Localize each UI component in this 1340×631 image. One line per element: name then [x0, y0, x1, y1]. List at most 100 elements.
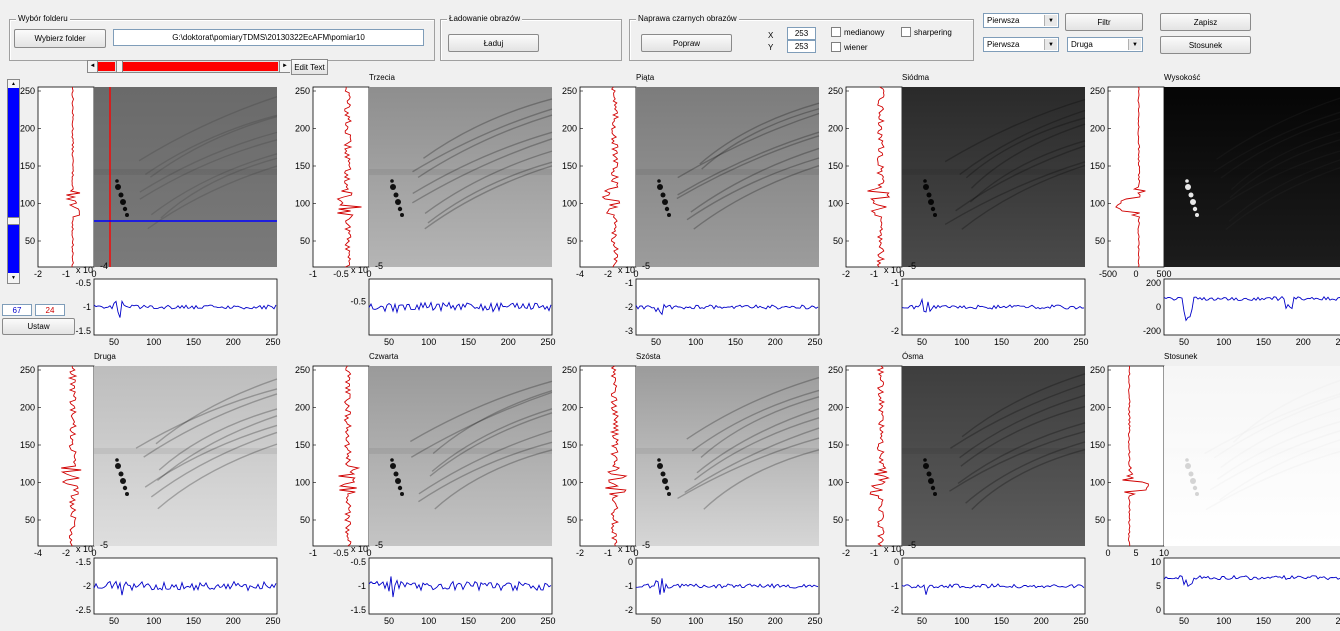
exponent-label: x 10 [618, 544, 635, 554]
x-value-field[interactable]: 253 [787, 27, 816, 40]
ratio-button[interactable]: Stosunek [1160, 36, 1251, 54]
chevron-down-icon[interactable]: ▼ [1044, 15, 1057, 26]
y-tick-label: -1 [358, 581, 366, 591]
slider-track-right[interactable] [123, 62, 278, 71]
x-tick-label: 250 [1073, 616, 1088, 626]
scan-band [369, 448, 552, 454]
scratch-line [960, 405, 1086, 467]
scratch-line [690, 147, 820, 213]
x-tick-label: 150 [186, 337, 201, 347]
defect-spot [1195, 213, 1199, 217]
y-tick-label: 50 [25, 515, 35, 525]
y-tick-label: 150 [20, 161, 35, 171]
y-tick-label: 10 [1151, 557, 1161, 567]
defect-spot [662, 478, 668, 484]
set-button[interactable]: Ustaw [2, 318, 75, 335]
defect-spot [657, 463, 663, 469]
y-value-field[interactable]: 253 [787, 40, 816, 53]
y-tick-label: 100 [1090, 478, 1105, 488]
repair-group: Naprawa czarnych obrazów [629, 14, 974, 61]
chevron-down-icon[interactable]: ▼ [1044, 39, 1057, 50]
x-tick-label: 5 [1133, 548, 1138, 558]
panel-title: Piąta [636, 73, 655, 82]
afm-image [636, 366, 820, 546]
coord-x-field[interactable]: 67 [2, 304, 32, 316]
vertical-slider-down-arrow[interactable]: ▼ [8, 273, 19, 283]
panel-title: Szósta [636, 352, 661, 361]
save-button[interactable]: Zapisz [1160, 13, 1251, 31]
wiener-checkbox[interactable]: wiener [831, 42, 868, 52]
exponent-label: x 10 [618, 265, 635, 275]
defect-spot [928, 478, 934, 484]
wiener-checkbox-box[interactable] [831, 42, 841, 52]
y-tick-label: 200 [1090, 124, 1105, 134]
defect-spot [393, 471, 399, 477]
folder-path-field[interactable]: G:\doktorat\pomiaryTDMS\20130322EcAFM\po… [113, 29, 424, 46]
defect-spot [120, 478, 126, 484]
scratch-line [412, 138, 553, 204]
defect-spot [1190, 199, 1196, 205]
scratch-line [1213, 111, 1340, 173]
denominator-select[interactable]: Druga ▼ [1067, 37, 1143, 52]
coord-y-field[interactable]: 24 [35, 304, 65, 316]
side-plot-frame [579, 86, 637, 268]
slider-right-arrow[interactable]: ► [279, 61, 290, 72]
horizontal-slider[interactable]: ◄ ► [87, 60, 290, 73]
first-image-select[interactable]: Pierwsza ▼ [983, 13, 1059, 28]
y-tick-label: 100 [295, 478, 310, 488]
y-tick-label: 5 [1156, 581, 1161, 591]
afm-image [94, 87, 278, 267]
y-tick-label: -2 [891, 326, 899, 336]
defect-spot [400, 213, 404, 217]
numerator-select[interactable]: Pierwsza ▼ [983, 37, 1059, 52]
vertical-slider-thumb[interactable] [8, 217, 19, 225]
first-image-select-value: Pierwsza [987, 16, 1020, 25]
scratch-line [1205, 450, 1340, 511]
slider-track-left[interactable] [98, 62, 115, 71]
choose-folder-button[interactable]: Wybierz folder [14, 29, 106, 48]
median-checkbox-box[interactable] [831, 27, 841, 37]
filter-button[interactable]: Filtr [1065, 13, 1143, 31]
scratch-line [1230, 131, 1340, 191]
y-tick-label: 100 [295, 199, 310, 209]
y-tick-label: 150 [1090, 161, 1105, 171]
y-tick-label: 150 [1090, 440, 1105, 450]
scratch-line [944, 161, 1086, 226]
vertical-slider[interactable]: ▲ ▼ [7, 79, 20, 284]
exponent-label: x 10 [351, 544, 368, 554]
slider-left-arrow[interactable]: ◄ [88, 61, 98, 72]
x-tick-label: 200 [768, 337, 783, 347]
bottom-profile-line [901, 583, 1085, 595]
defect-spot [395, 199, 401, 205]
scratch-line [677, 437, 820, 500]
scratch-line [160, 157, 278, 219]
x-tick-label: 100 [688, 616, 703, 626]
scratch-line [412, 131, 553, 195]
scratch-line [676, 135, 820, 200]
sharpering-checkbox-box[interactable] [901, 27, 911, 37]
repair-button[interactable]: Popraw [641, 34, 732, 52]
defect-spot [930, 485, 936, 491]
x-tick-label: 0 [1133, 269, 1138, 279]
x-tick-label: 100 [421, 616, 436, 626]
scratch-line [1216, 97, 1340, 160]
slider-thumb[interactable] [116, 61, 123, 72]
scratch-line [1213, 395, 1340, 459]
vertical-slider-up-arrow[interactable]: ▲ [8, 80, 19, 88]
exponent-value: -4 [100, 261, 108, 271]
panel-title: Wysokość [1164, 73, 1201, 82]
sharpering-checkbox[interactable]: sharpering [901, 27, 952, 37]
x-tick-label: 200 [1034, 616, 1049, 626]
side-profile-plot: 250 200 150 100 50 -1 -0.5 0 [295, 365, 372, 558]
exponent-value: -5 [908, 261, 916, 271]
y-tick-label: 200 [562, 124, 577, 134]
x-tick-label: 50 [384, 337, 394, 347]
load-button[interactable]: Ładuj [448, 34, 539, 52]
x-tick-label: 100 [1216, 337, 1231, 347]
defect-spot [928, 199, 934, 205]
x-tick-label: 150 [994, 616, 1009, 626]
chevron-down-icon[interactable]: ▼ [1128, 39, 1141, 50]
median-checkbox[interactable]: medianowy [831, 27, 884, 37]
median-checkbox-label: medianowy [844, 27, 885, 37]
x-tick-label: 50 [651, 616, 661, 626]
